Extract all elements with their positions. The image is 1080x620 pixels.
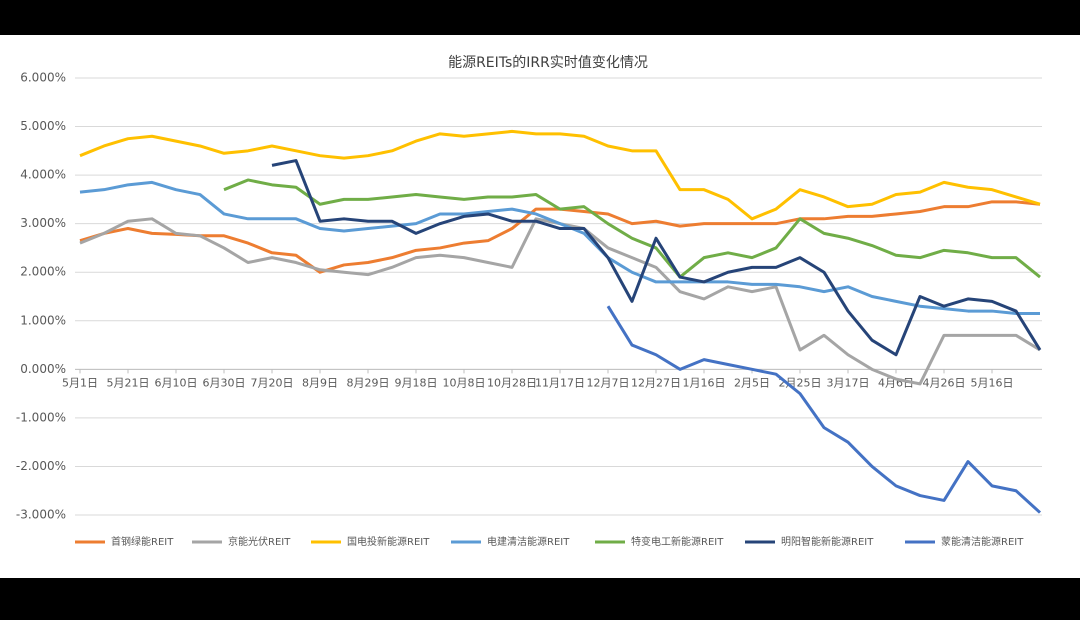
legend-label: 明阳智能新能源REIT xyxy=(781,535,874,548)
x-tick-label: 3月17日 xyxy=(827,376,870,389)
x-tick-label: 12月7日 xyxy=(587,376,630,389)
x-tick-label: 6月10日 xyxy=(155,376,198,389)
x-tick-label: 10月28日 xyxy=(487,376,537,389)
series-line xyxy=(79,129,1041,221)
x-tick-label: 5月16日 xyxy=(971,376,1014,389)
legend-label: 电建清洁能源REIT xyxy=(487,535,570,548)
x-tick-label: 8月9日 xyxy=(302,376,338,389)
legend-label: 蒙能清洁能源REIT xyxy=(941,535,1024,548)
x-tick-label: 7月20日 xyxy=(251,376,294,389)
y-tick-label: -3.000% xyxy=(16,508,66,522)
y-tick-label: 6.000% xyxy=(20,71,66,85)
y-tick-label: 3.000% xyxy=(20,216,66,230)
x-tick-label: 8月29日 xyxy=(347,376,390,389)
x-tick-label: 6月30日 xyxy=(203,376,246,389)
series-line xyxy=(271,159,1042,357)
x-tick-label: 2月5日 xyxy=(734,376,770,389)
x-tick-label: 9月18日 xyxy=(395,376,438,389)
y-tick-label: 5.000% xyxy=(20,119,66,133)
y-tick-label: 0.000% xyxy=(20,362,66,376)
y-tick-label: -1.000% xyxy=(16,410,66,424)
y-tick-label: 2.000% xyxy=(20,265,66,279)
x-tick-label: 1月16日 xyxy=(683,376,726,389)
y-tick-label: 4.000% xyxy=(20,168,66,182)
x-tick-label: 10月8日 xyxy=(443,376,486,389)
legend-label: 特变电工新能源REIT xyxy=(631,535,724,548)
chart-title: 能源REITs的IRR实时值变化情况 xyxy=(448,55,648,71)
series-line xyxy=(606,305,1042,514)
x-tick-label: 5月21日 xyxy=(107,376,150,389)
series-line xyxy=(79,180,1040,315)
legend-label: 首钢绿能REIT xyxy=(111,535,174,548)
y-tick-label: 1.000% xyxy=(20,313,66,327)
y-tick-label: -2.000% xyxy=(16,459,66,473)
legend-label: 国电投新能源REIT xyxy=(347,535,430,548)
x-tick-label: 11月17日 xyxy=(535,376,585,389)
legend-label: 京能光伏REIT xyxy=(228,535,291,548)
series-line xyxy=(223,178,1041,279)
x-tick-label: 12月27日 xyxy=(631,376,681,389)
x-tick-label: 4月26日 xyxy=(923,376,966,389)
x-tick-label: 5月1日 xyxy=(62,376,98,389)
